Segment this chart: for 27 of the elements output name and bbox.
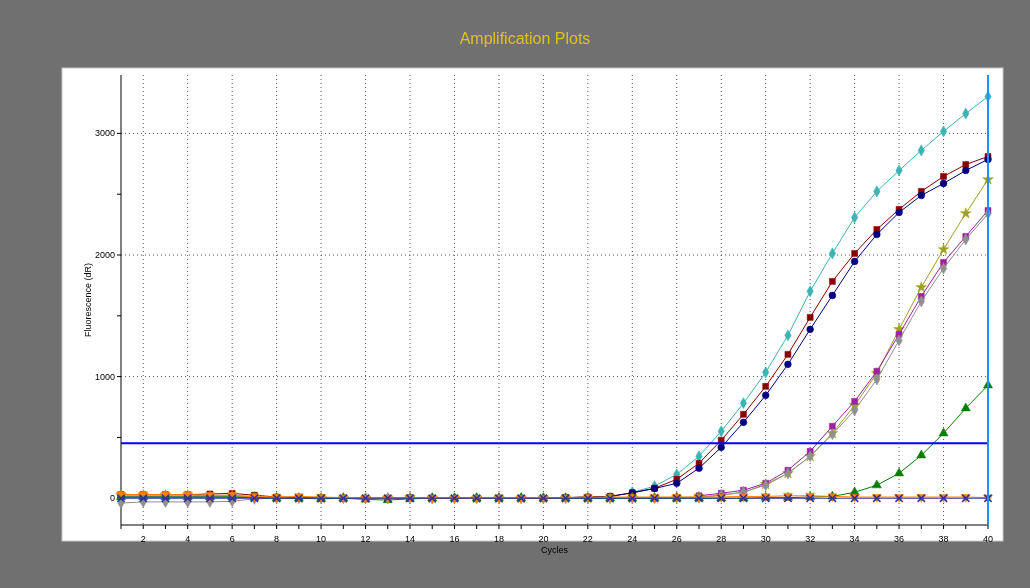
y-tick-label: 2000 xyxy=(94,250,115,260)
x-tick-label: 24 xyxy=(627,534,638,544)
x-tick-label: 22 xyxy=(582,534,593,544)
x-tick-label: 30 xyxy=(760,534,771,544)
y-tick-label: 1000 xyxy=(94,371,115,382)
x-tick-label: 4 xyxy=(185,534,191,544)
x-tick-label: 2 xyxy=(140,534,146,544)
x-tick-label: 12 xyxy=(360,534,371,544)
x-tick-label: 20 xyxy=(538,534,549,544)
x-tick-label: 16 xyxy=(449,534,460,544)
y-tick-label: 0 xyxy=(109,493,115,504)
x-tick-label: 18 xyxy=(493,534,504,544)
x-tick-label: 28 xyxy=(716,534,727,544)
x-tick-label: 6 xyxy=(229,534,235,544)
x-tick-label: 14 xyxy=(404,534,416,544)
x-tick-label: 36 xyxy=(894,534,905,544)
x-axis-title: Cycles xyxy=(540,545,569,555)
x-tick-label: 8 xyxy=(274,534,280,544)
y-tick-label: 3000 xyxy=(94,128,115,139)
x-tick-label: 32 xyxy=(805,534,816,544)
x-tick-label: 34 xyxy=(849,534,860,544)
chart-title: Amplification Plots xyxy=(459,30,591,47)
x-tick-label: 40 xyxy=(982,534,994,544)
x-tick-label: 26 xyxy=(671,534,682,544)
y-axis-title: Fluorescence (dR) xyxy=(83,262,93,338)
x-tick-label: 10 xyxy=(316,534,327,544)
x-tick-label: 38 xyxy=(938,534,949,544)
